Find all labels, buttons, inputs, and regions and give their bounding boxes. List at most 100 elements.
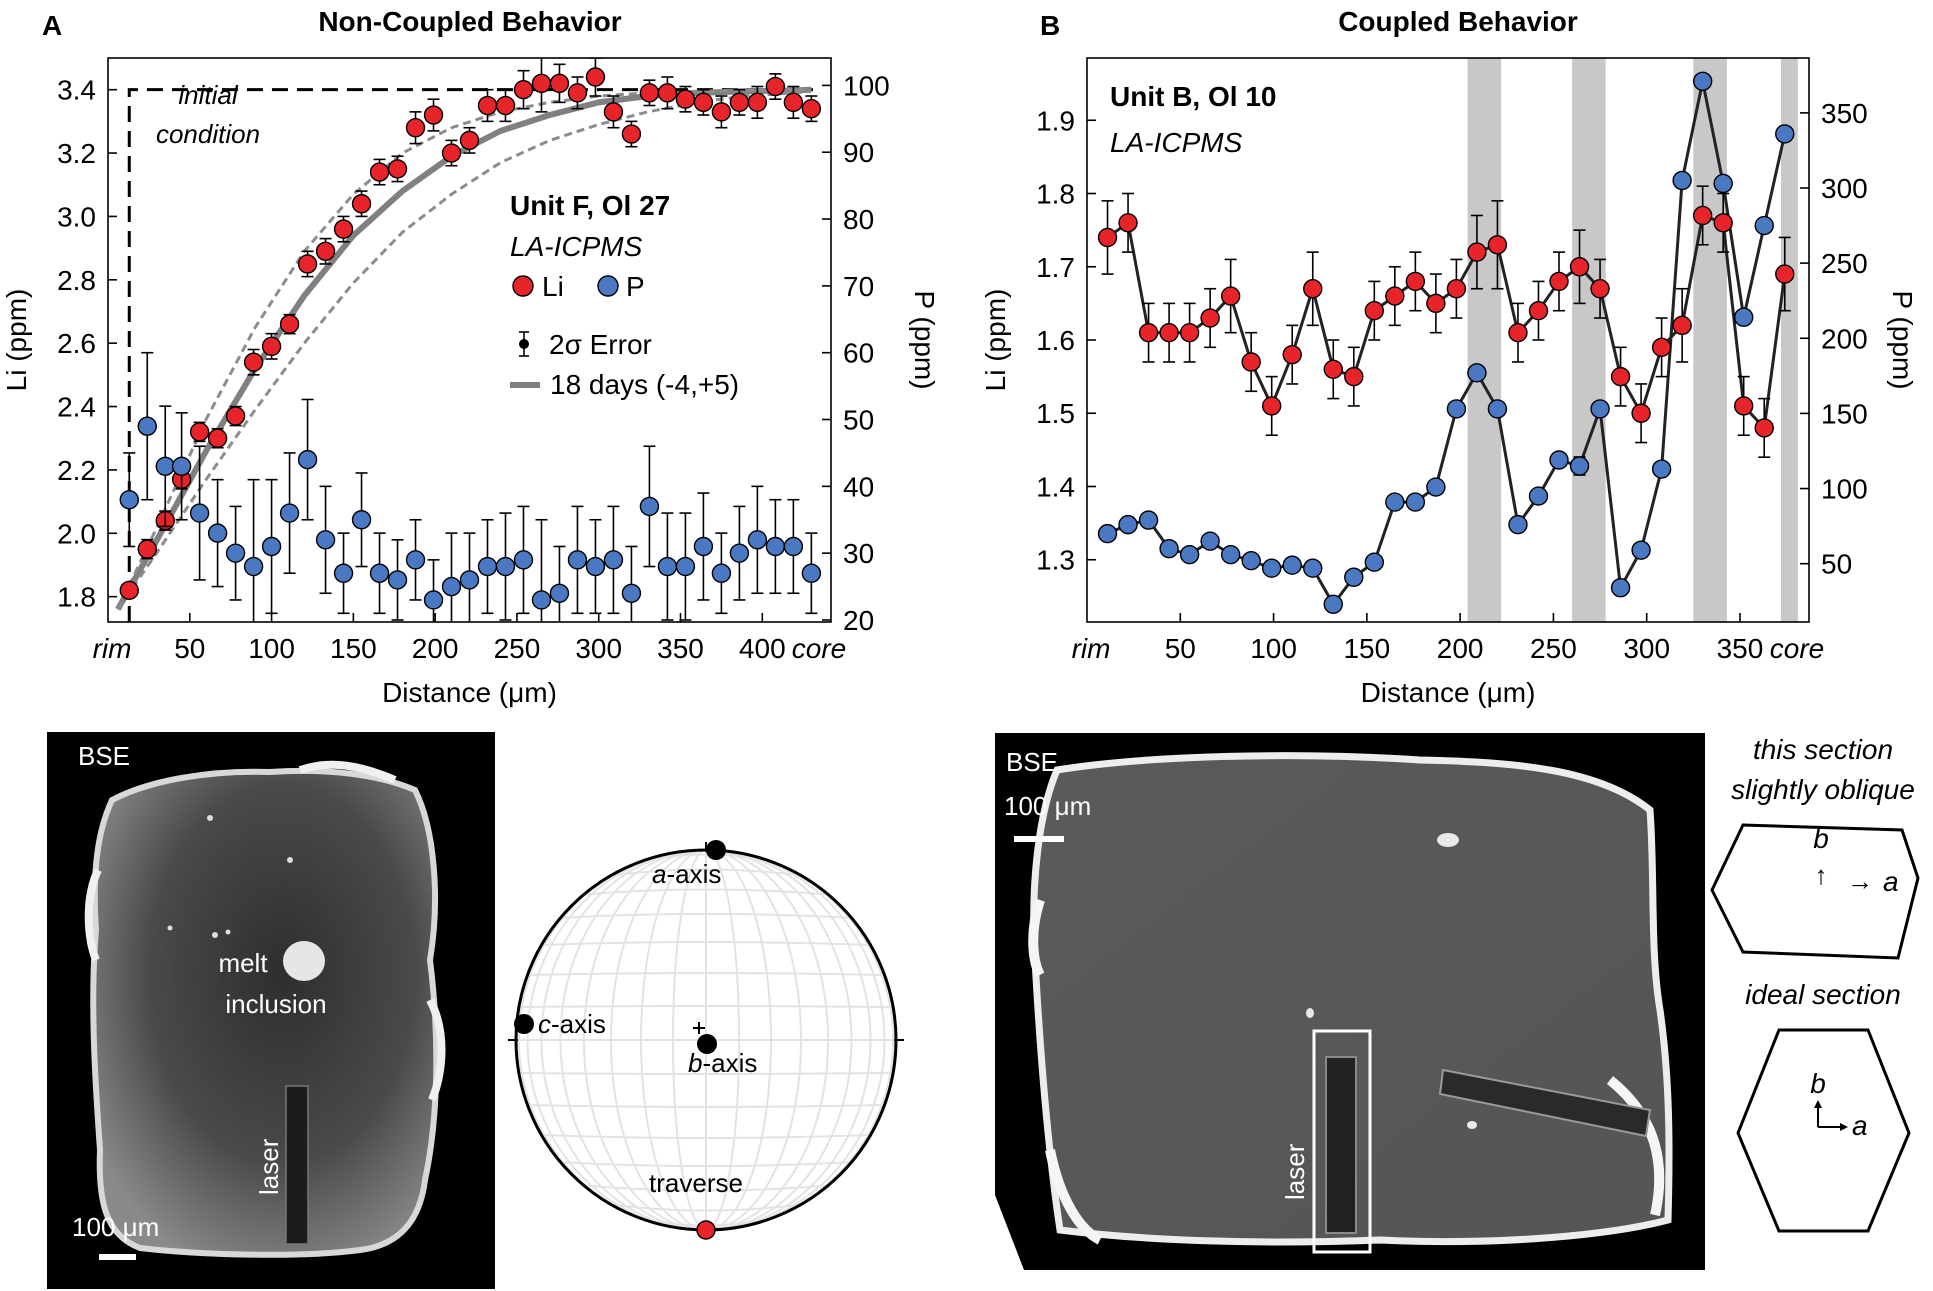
chart-b-p-point	[1487, 399, 1508, 419]
chart-a-li-point	[621, 124, 642, 144]
chart-a-li-point	[225, 406, 246, 426]
chart-b-p-point	[1200, 531, 1220, 551]
panel-b-bse-bright-spot	[1437, 833, 1459, 847]
panel-b-crystal	[1030, 752, 1673, 1246]
chart-a-li-point	[261, 336, 282, 357]
chart-a-li-point	[369, 162, 390, 182]
chart-b-p-point	[1713, 173, 1733, 194]
chart-b-p-point	[1364, 552, 1385, 572]
section-oblique-b-arrow: ↑	[1815, 860, 1828, 890]
section-oblique-a-arrow: →	[1847, 866, 1873, 896]
panel-a-crystal-rim-bright	[84, 760, 446, 1102]
chart-b-y2-axis-label: P (ppm)	[1887, 290, 1918, 389]
chart-a-y2-tick-label: 40	[843, 471, 874, 502]
panel-a-heading: Non-Coupled Behavior	[318, 6, 621, 37]
panel-a-bse-speck	[225, 929, 231, 935]
panel-a-legend-li-marker	[512, 275, 534, 297]
chart-b-x-tick-label: 100	[1250, 633, 1297, 664]
chart-a-li-point	[603, 102, 624, 122]
section-oblique-a-label: a	[1883, 866, 1899, 897]
chart-a-p-point	[351, 510, 372, 530]
chart-a-p-point	[315, 530, 336, 550]
panel-a-annotation-condition: condition	[156, 119, 260, 149]
section-oblique-outline	[1710, 823, 1920, 960]
chart-a-y2-tick-label: 30	[843, 538, 874, 569]
chart-a-y2-tick-label: 20	[843, 605, 874, 636]
chart-b-li-point	[1487, 235, 1508, 255]
chart-a-y2-tick-label: 80	[843, 204, 874, 235]
chart-a-y-tick-label: 2.6	[57, 328, 96, 359]
chart-b-li-point	[1590, 279, 1610, 299]
panel-b-sample-label: Unit B, Ol 10	[1110, 81, 1276, 112]
chart-a-p-point	[603, 550, 624, 570]
panel-b-bse-bright-spot	[1467, 1121, 1477, 1129]
chart-b-p-point	[1323, 594, 1343, 614]
panel-a-plot-frame	[107, 57, 832, 623]
chart-b-li-point	[1426, 293, 1446, 314]
panel-a-melt-label-1: melt	[218, 948, 268, 978]
chart-a-x-tick-label: 400	[739, 633, 786, 664]
chart-b-x-tick-label: 350	[1717, 633, 1764, 664]
chart-a-p-point	[639, 496, 660, 517]
chart-b-p-line	[1106, 80, 1787, 607]
stereonet-c-axis-label: c-axis	[538, 1009, 606, 1039]
panel-b-crystal-rim-bright	[1028, 898, 1665, 1245]
chart-a-li-point	[279, 314, 300, 334]
chart-a-li-point	[693, 92, 714, 113]
chart-b-li-point	[1692, 205, 1713, 226]
chart-a-p-point	[171, 456, 192, 476]
chart-b-p-point	[1631, 540, 1651, 560]
chart-a-x-tick-label: 100	[248, 633, 295, 664]
chart-b-p-point	[1528, 486, 1549, 506]
chart-a-li-point	[513, 79, 534, 100]
chart-b-p-point	[1344, 567, 1364, 587]
panel-a-bse-speck	[287, 857, 293, 863]
panel-a-bse-speck	[167, 925, 173, 931]
chart-b-li-point	[1754, 418, 1774, 438]
chart-a-x-tick-label: 350	[657, 633, 704, 664]
chart-b-x-tick-label: 150	[1343, 633, 1390, 664]
chart-b-p-point	[1734, 307, 1754, 327]
chart-b-p-point	[1775, 124, 1795, 144]
chart-a-y-tick-label: 1.8	[57, 582, 96, 613]
chart-a-li-point	[459, 130, 480, 151]
chart-a-li-point	[477, 95, 498, 116]
panel-a-legend-model-label: 18 days (-4,+5)	[550, 369, 739, 400]
chart-b-li-point	[1200, 308, 1220, 328]
chart-a-y-tick-label: 2.8	[57, 265, 96, 296]
chart-a-p-point	[155, 456, 175, 476]
panel-b-laser-track	[1325, 1056, 1357, 1234]
chart-b-p-point	[1590, 399, 1610, 419]
chart-b-li-point	[1364, 301, 1385, 321]
chart-b-li-point	[1118, 213, 1138, 233]
chart-a-p-point	[495, 556, 516, 577]
chart-a-y-tick-label: 2.2	[57, 455, 96, 486]
chart-b-li-point	[1549, 271, 1569, 292]
panel-a-scale-label: 100 μm	[72, 1212, 159, 1242]
section-ideal-a-label: a	[1852, 1110, 1868, 1141]
chart-b-li-point	[1282, 344, 1302, 365]
panel-a-legend-p-label: P	[626, 271, 645, 302]
chart-a-li-point	[441, 143, 462, 163]
chart-a-li-point	[387, 159, 408, 179]
panel-b-heading: Coupled Behavior	[1338, 6, 1578, 37]
section-ideal-a-arrowhead	[1840, 1123, 1848, 1131]
chart-b-li-point	[1220, 286, 1241, 306]
chart-a-y-tick-label: 3.0	[57, 201, 96, 232]
chart-a-y-tick-label: 2.4	[57, 392, 96, 423]
section-oblique-line1: this section	[1753, 734, 1893, 765]
chart-b-p-point	[1426, 477, 1446, 497]
chart-b-li-point	[1446, 279, 1467, 299]
chart-a-p-point	[459, 570, 480, 590]
chart-a-x-tick-label: 300	[575, 633, 622, 664]
stereonet-traverse-label: traverse	[649, 1168, 743, 1198]
chart-a-p-point	[207, 523, 228, 543]
chart-b-p-point	[1159, 538, 1179, 559]
chart-b-li-point	[1323, 359, 1343, 379]
chart-a-p-point	[423, 590, 444, 610]
chart-b-shaded-band	[1467, 58, 1502, 622]
chart-b-x-tick-label: 250	[1530, 633, 1577, 664]
chart-a-x-tick-label: 150	[330, 633, 377, 664]
chart-a-p-point	[531, 590, 552, 610]
chart-a-li-point	[711, 102, 732, 122]
